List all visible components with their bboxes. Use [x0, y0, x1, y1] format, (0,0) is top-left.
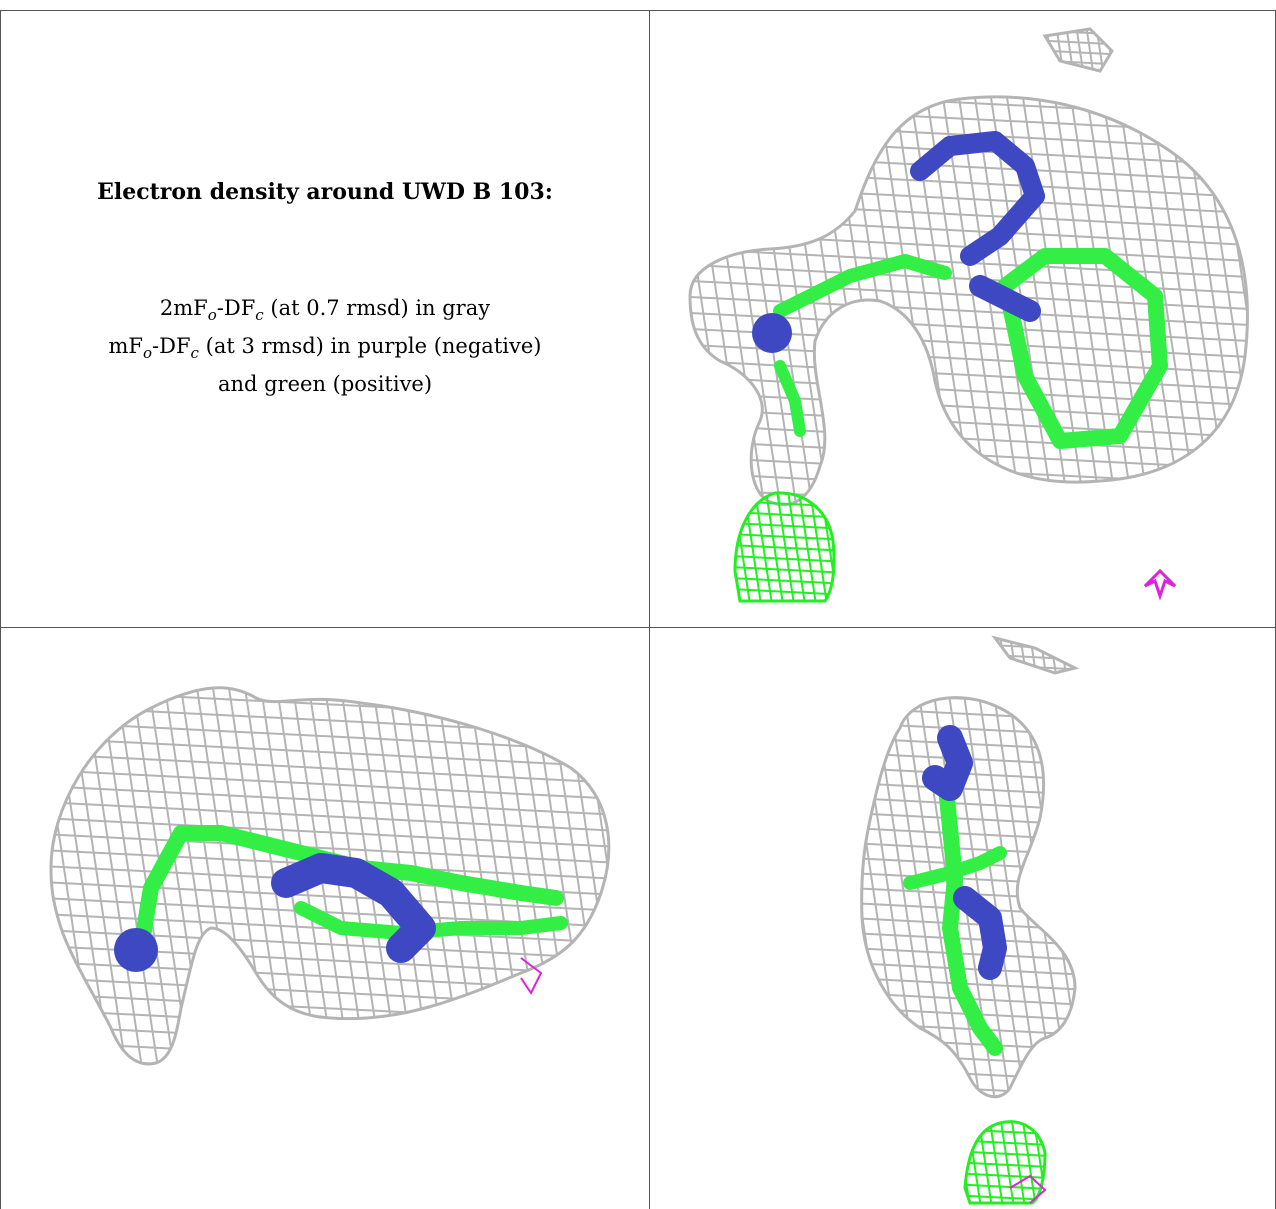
negative-density-top [1143, 568, 1177, 601]
density-view-side [1, 628, 649, 1209]
bond-chain-top [773, 254, 952, 318]
caption-title: Electron density around UWD B 103: [97, 179, 553, 205]
legend-2fo-suffix: (at 0.7 rmsd) in gray [263, 296, 491, 320]
legend-fo-prefix: mF [108, 334, 143, 359]
density-view-end [650, 628, 1275, 1209]
legend-2fo-line: 2mFo-DFc (at 0.7 rmsd) in gray [1, 293, 649, 331]
legend-2fo-prefix: 2mF [159, 296, 208, 320]
legend-2fo-mid: -DF [216, 296, 256, 320]
map-legend: 2mFo-DFc (at 0.7 rmsd) in gray mFo-DFc (… [1, 293, 649, 400]
density-render-top [688, 27, 1249, 603]
left-border [0, 10, 1, 1209]
nitrogen-ring-side [271, 853, 436, 963]
positive-density-top-outline [733, 491, 836, 603]
nitrogen-ring-end [922, 725, 973, 801]
ring-bonds-top [997, 248, 1168, 449]
legend-fo-sub-o: o [143, 344, 153, 363]
nitrogen-bond-top [969, 275, 1041, 322]
main-density-side-outline [49, 686, 611, 1066]
nitrogen-ring-top [910, 131, 1045, 266]
density-view-top [650, 11, 1275, 627]
density-render-end [860, 635, 1080, 1205]
legend-fo-suffix: (at 3 rmsd) in purple (negative) [198, 334, 542, 359]
nitrogen-bond-end [953, 886, 1007, 980]
legend-2fo-sub-c: c [255, 306, 264, 325]
small-density-end-grid [995, 638, 1075, 673]
density-render-side [49, 686, 611, 1066]
ring-bonds-end [903, 846, 1007, 890]
negative-density-side [520, 957, 543, 995]
legend-fo-line: mFo-DFc (at 3 rmsd) in purple (negative) [1, 331, 649, 369]
positive-density-end-outline [963, 1120, 1047, 1205]
middle-divider [0, 627, 1276, 628]
legend-fo-mid: -DF [152, 334, 191, 359]
legend-fo-sub-c: c [190, 344, 199, 363]
top-border [0, 10, 1276, 11]
main-density-end-grid [861, 697, 1075, 1097]
negative-density-end [1009, 1174, 1047, 1204]
nitrogen-atom-top [752, 313, 792, 353]
caption-cell: Electron density around UWD B 103: 2mFo-… [1, 11, 649, 637]
bond-tail-top [774, 360, 806, 437]
nitrogen-atom-side [114, 928, 158, 972]
bond-chain-end [937, 770, 1003, 1056]
legend-2fo-sub-o: o [207, 306, 217, 325]
positive-density-end-grid [965, 1121, 1045, 1203]
legend-fo-cont-line: and green (positive) [217, 372, 433, 397]
main-density-end-outline [860, 696, 1077, 1099]
small-density-top-outline [1042, 27, 1114, 73]
center-divider [649, 10, 650, 1209]
small-density-end-outline [991, 635, 1080, 675]
